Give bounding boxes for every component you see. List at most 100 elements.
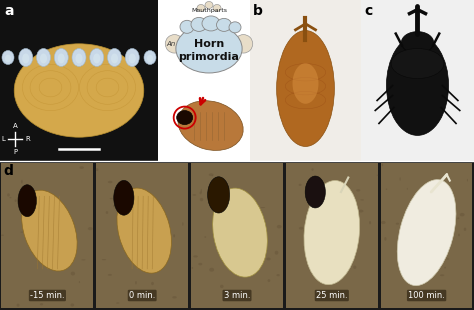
Ellipse shape	[356, 189, 360, 192]
Ellipse shape	[220, 285, 224, 288]
Ellipse shape	[116, 302, 119, 304]
Ellipse shape	[213, 5, 221, 11]
Ellipse shape	[382, 164, 383, 166]
Ellipse shape	[396, 223, 399, 225]
Ellipse shape	[311, 201, 316, 204]
Text: L: L	[1, 136, 5, 142]
Text: 25 min.: 25 min.	[316, 291, 347, 300]
Ellipse shape	[266, 258, 271, 260]
Text: An: An	[166, 41, 175, 47]
Ellipse shape	[106, 211, 108, 214]
Ellipse shape	[299, 184, 301, 186]
Ellipse shape	[460, 213, 465, 216]
Ellipse shape	[326, 275, 328, 277]
Ellipse shape	[458, 234, 460, 236]
Ellipse shape	[14, 44, 144, 137]
Ellipse shape	[151, 236, 155, 237]
Ellipse shape	[108, 274, 112, 276]
Ellipse shape	[424, 186, 428, 188]
Ellipse shape	[20, 232, 24, 233]
Ellipse shape	[230, 236, 231, 239]
Ellipse shape	[102, 259, 106, 260]
Ellipse shape	[192, 194, 196, 196]
Ellipse shape	[173, 234, 175, 237]
Ellipse shape	[359, 210, 364, 212]
Bar	[0, 161, 474, 310]
Ellipse shape	[217, 18, 231, 31]
Ellipse shape	[151, 282, 154, 285]
Ellipse shape	[50, 203, 54, 206]
Ellipse shape	[90, 48, 104, 66]
Text: b: b	[253, 4, 263, 18]
Ellipse shape	[414, 271, 417, 273]
Ellipse shape	[108, 48, 121, 66]
Ellipse shape	[93, 54, 100, 64]
Ellipse shape	[72, 48, 86, 66]
Ellipse shape	[128, 215, 133, 216]
Ellipse shape	[137, 263, 139, 266]
Ellipse shape	[145, 266, 147, 269]
Ellipse shape	[88, 227, 93, 230]
Ellipse shape	[22, 190, 77, 271]
Ellipse shape	[234, 35, 253, 53]
Bar	[96, 163, 188, 308]
Ellipse shape	[111, 54, 118, 64]
Bar	[250, 0, 361, 161]
Ellipse shape	[40, 303, 43, 305]
Text: a: a	[4, 4, 13, 18]
Ellipse shape	[7, 193, 10, 197]
Ellipse shape	[51, 204, 53, 206]
Text: 0 min.: 0 min.	[129, 291, 155, 300]
Ellipse shape	[343, 187, 346, 190]
Ellipse shape	[353, 266, 356, 269]
Text: Mouthparts: Mouthparts	[191, 8, 227, 13]
Ellipse shape	[381, 221, 386, 224]
Text: 3 min.: 3 min.	[224, 291, 250, 300]
Ellipse shape	[304, 180, 360, 285]
Ellipse shape	[315, 221, 319, 223]
Ellipse shape	[204, 236, 206, 238]
Ellipse shape	[276, 274, 280, 276]
Ellipse shape	[114, 180, 134, 215]
Text: P: P	[13, 149, 17, 155]
Ellipse shape	[212, 175, 213, 176]
Ellipse shape	[305, 176, 325, 208]
Bar	[0, 0, 158, 161]
Ellipse shape	[144, 51, 156, 64]
Bar	[361, 0, 474, 161]
Ellipse shape	[59, 234, 64, 236]
Ellipse shape	[30, 90, 128, 127]
Bar	[286, 163, 378, 308]
Ellipse shape	[191, 267, 193, 269]
Ellipse shape	[54, 48, 68, 66]
Ellipse shape	[135, 281, 137, 285]
Ellipse shape	[143, 224, 144, 226]
Ellipse shape	[39, 203, 40, 205]
Ellipse shape	[464, 228, 466, 231]
Ellipse shape	[129, 54, 136, 64]
Ellipse shape	[275, 251, 278, 255]
Ellipse shape	[267, 279, 270, 282]
Ellipse shape	[201, 189, 202, 193]
Ellipse shape	[408, 275, 412, 279]
Ellipse shape	[200, 192, 201, 194]
Ellipse shape	[326, 243, 329, 246]
Ellipse shape	[440, 251, 442, 254]
Ellipse shape	[304, 246, 307, 248]
Ellipse shape	[17, 303, 19, 307]
Ellipse shape	[384, 237, 386, 241]
Ellipse shape	[165, 35, 184, 53]
Ellipse shape	[58, 54, 65, 64]
Ellipse shape	[391, 49, 444, 78]
Ellipse shape	[200, 198, 203, 201]
Bar	[381, 163, 473, 308]
Ellipse shape	[177, 111, 192, 125]
Ellipse shape	[128, 257, 133, 258]
Ellipse shape	[15, 199, 17, 202]
Text: primordia: primordia	[179, 52, 239, 62]
Ellipse shape	[357, 207, 358, 210]
Ellipse shape	[205, 2, 213, 8]
Ellipse shape	[18, 185, 36, 217]
Ellipse shape	[339, 258, 341, 259]
Ellipse shape	[180, 20, 194, 33]
